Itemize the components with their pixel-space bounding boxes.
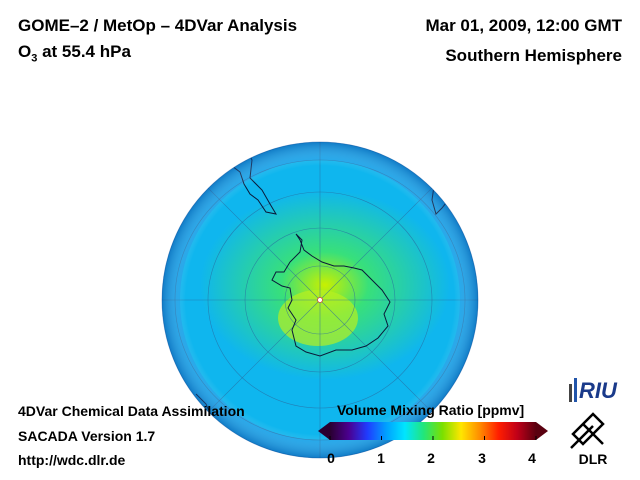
pressure-level: at 55.4 hPa (37, 42, 131, 61)
hemisphere-label: Southern Hemisphere (445, 46, 622, 65)
species-subscript: 3 (31, 52, 38, 65)
species-label: O3 at 55.4 hPa (18, 42, 131, 64)
colorbar-tick-label: 3 (478, 450, 486, 466)
colorbar-tick-label: 4 (528, 450, 536, 466)
colorbar-tick-label: 2 (427, 450, 435, 466)
colorbar-gradient (330, 422, 536, 440)
riu-logo-text: RIU (579, 378, 618, 403)
datetime-label: Mar 01, 2009, 12:00 GMT (425, 16, 622, 35)
map-title: GOME–2 / MetOp – 4DVar Analysis (18, 16, 298, 35)
footer-url: http://wdc.dlr.de (18, 452, 126, 468)
footer-line-2: SACADA Version 1.7 (18, 428, 156, 444)
south-pole-marker (317, 297, 323, 303)
footer-line-1: 4DVar Chemical Data Assimilation (18, 403, 245, 419)
colorbar-over-arrow (536, 422, 548, 440)
riu-logo: RIU (569, 378, 618, 403)
species-symbol: O (18, 42, 32, 61)
colorbar-tick-label: 0 (327, 450, 335, 466)
colorbar-under-arrow (318, 422, 330, 440)
dlr-logo-text: DLR (579, 451, 608, 467)
colorbar (318, 422, 548, 440)
colorbar-tick-label: 1 (377, 450, 385, 466)
dlr-logo: DLR (570, 412, 608, 467)
colorbar-title: Volume Mixing Ratio [ppmv] (337, 402, 525, 418)
